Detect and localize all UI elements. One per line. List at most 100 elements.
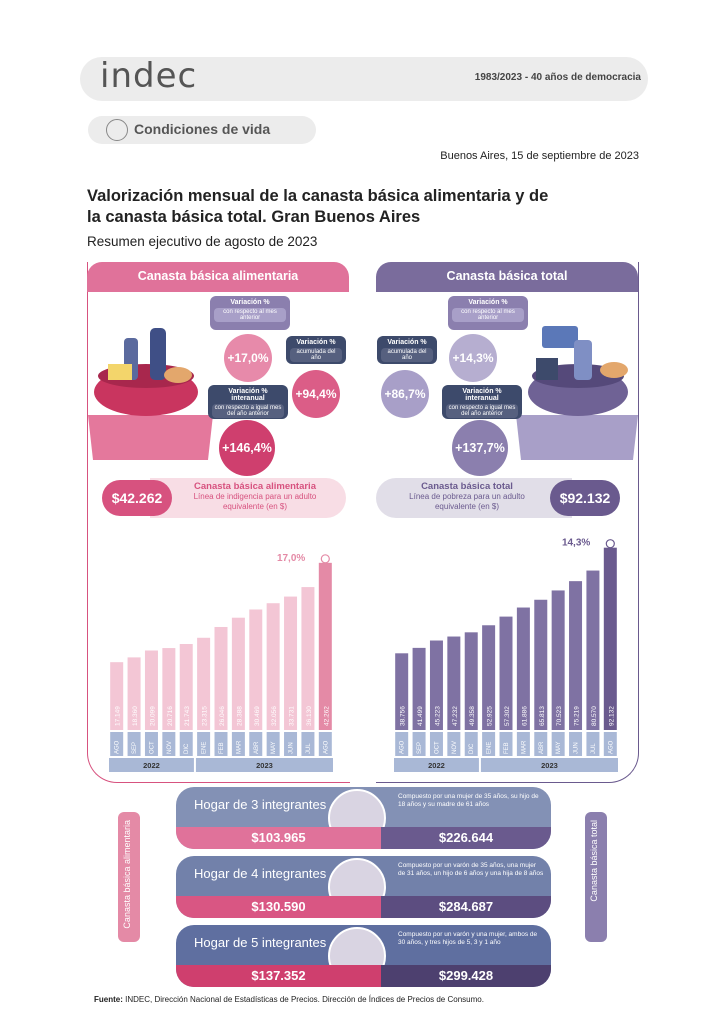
- cbt-value: $92.132: [550, 480, 620, 516]
- category-label-6: FEB: [504, 742, 510, 754]
- category-cell-5: [482, 732, 496, 756]
- bar-value-label-12: 42.262: [323, 706, 330, 726]
- globe-icon: [106, 119, 128, 141]
- bar-value-label-4: 49.358: [469, 706, 476, 726]
- annotation-label: 17,0%: [277, 553, 305, 564]
- bar-0: [110, 662, 124, 730]
- page-subtitle: Resumen ejecutivo de agosto de 2023: [87, 234, 318, 249]
- category-cell-9: [266, 732, 280, 756]
- cba-value-desc: Línea de indigencia para un adulto equiv…: [193, 492, 317, 511]
- category-label-7: MAR: [236, 740, 242, 754]
- category-label-9: MAY: [271, 741, 277, 754]
- category-cell-7: [516, 732, 530, 756]
- cba-value-title: Canasta básica alimentaria: [194, 481, 316, 492]
- cba-value-label-bg: [150, 478, 346, 518]
- cbt-value-label-bg: [376, 478, 572, 518]
- cbt-value-title: Canasta básica total: [421, 481, 513, 492]
- cbt-var-mensual-box: Variación % con respecto al mes anterior: [448, 296, 528, 330]
- bar-12: [603, 547, 617, 730]
- indec-logo: indec: [100, 56, 198, 96]
- cba-var-acumulada-circle: +94,4%: [292, 370, 340, 418]
- bar-12: [318, 562, 332, 730]
- hogar-3-title: Hogar de 3 integrantes: [194, 797, 327, 812]
- year-band-0: [394, 758, 479, 772]
- category-cell-1: [127, 732, 141, 756]
- bar-value-label-5: 23.315: [202, 706, 209, 726]
- bar-5: [482, 625, 496, 730]
- cba-var-interanual-circle: +146,4%: [219, 420, 275, 476]
- hogar-4-desc: Compuesto por un varón de 35 años, una m…: [398, 862, 544, 877]
- category-cell-1: [412, 732, 426, 756]
- category-label-4: DIC: [184, 743, 190, 754]
- cbt-heading: Canasta básica total: [376, 262, 638, 292]
- bar-3: [162, 648, 176, 730]
- goods-basket-illustration: [516, 326, 638, 460]
- bar-8: [249, 609, 263, 730]
- cbt-var-interanual-circle: +137,7%: [452, 420, 508, 476]
- header-bar: [80, 57, 648, 101]
- annotation-marker: [320, 554, 330, 564]
- hogar-5-cbt: $299.428: [381, 965, 551, 987]
- cba-frame: [87, 262, 350, 783]
- bar-4: [179, 643, 193, 730]
- hogar-5-title: Hogar de 5 integrantes: [194, 935, 327, 950]
- year-label-1: 2023: [541, 761, 558, 770]
- bar-2: [429, 640, 443, 730]
- category-label-8: ABR: [539, 741, 545, 754]
- hogar-3-cbt: $226.644: [381, 827, 551, 849]
- cba-bar-chart: 17.149 AGO 18.360 SEP 20.099 OCT 20.716 NOV 21.7…: [109, 553, 333, 772]
- hogar-5-cba: $137.352: [176, 965, 381, 987]
- category-cell-2: [144, 732, 158, 756]
- category-label-1: SEP: [417, 742, 423, 754]
- bar-value-label-12: 92.132: [608, 706, 615, 726]
- dateline: Buenos Aires, 15 de septiembre de 2023: [440, 150, 639, 162]
- bar-value-label-8: 30.469: [254, 706, 261, 726]
- category-label-10: JUN: [289, 742, 295, 754]
- category-cell-8: [534, 732, 548, 756]
- cba-var-interanual-box: Variación % interanual con respecto a ig…: [208, 385, 288, 419]
- cbt-var-mensual-circle: +14,3%: [449, 334, 497, 382]
- category-label-11: JUL: [306, 743, 312, 754]
- bar-value-label-3: 47.232: [452, 706, 459, 726]
- cba-var-mensual-box: Variación % con respecto al mes anterior: [210, 296, 290, 330]
- category-label-11: JUL: [591, 743, 597, 754]
- category-label-12: AGO: [608, 740, 614, 754]
- cbt-side-label: Canasta básica total: [585, 812, 607, 942]
- bar-7: [516, 607, 530, 730]
- category-cell-0: [110, 732, 124, 756]
- tagline: 1983/2023 - 40 años de democracia: [474, 72, 641, 83]
- category-cell-12: [318, 732, 332, 756]
- bar-4: [464, 632, 478, 730]
- bar-10: [569, 581, 583, 730]
- bar-7: [231, 617, 245, 730]
- annotation-label: 14,3%: [562, 538, 590, 549]
- category-cell-6: [214, 732, 228, 756]
- category-cell-11: [586, 732, 600, 756]
- category-cell-3: [447, 732, 461, 756]
- cbt-bar-chart: 38.756 AGO 41.499 SEP 45.223 OCT 47.232 NOV 49.3…: [394, 538, 618, 772]
- cba-value: $42.262: [102, 480, 172, 516]
- year-label-0: 2022: [143, 761, 160, 770]
- bar-value-label-3: 20.716: [167, 706, 174, 726]
- cbt-var-interanual-box: Variación % interanual con respecto a ig…: [442, 385, 522, 419]
- category-cell-12: [603, 732, 617, 756]
- category-label-0: AGO: [115, 740, 121, 754]
- bar-2: [144, 650, 158, 730]
- bar-value-label-2: 20.099: [149, 706, 156, 726]
- year-label-0: 2022: [428, 761, 445, 770]
- category-label-2: OCT: [149, 741, 155, 754]
- category-label-4: DIC: [469, 743, 475, 754]
- cbt-value-text: Canasta básica total Línea de pobreza pa…: [392, 481, 542, 512]
- bar-10: [284, 596, 298, 730]
- category-cell-4: [464, 732, 478, 756]
- hogar-4-title: Hogar de 4 integrantes: [194, 866, 327, 881]
- hogar-5-desc: Compuesto por un varón y una mujer, ambo…: [398, 931, 538, 946]
- category-cell-9: [551, 732, 565, 756]
- cbt-frame: [376, 262, 639, 783]
- category-label-0: AGO: [400, 740, 406, 754]
- hogar-4-cbt: $284.687: [381, 896, 551, 918]
- bar-1: [412, 647, 426, 730]
- bar-value-label-4: 21.743: [184, 706, 191, 726]
- category-label-12: AGO: [323, 740, 329, 754]
- bar-0: [395, 653, 409, 730]
